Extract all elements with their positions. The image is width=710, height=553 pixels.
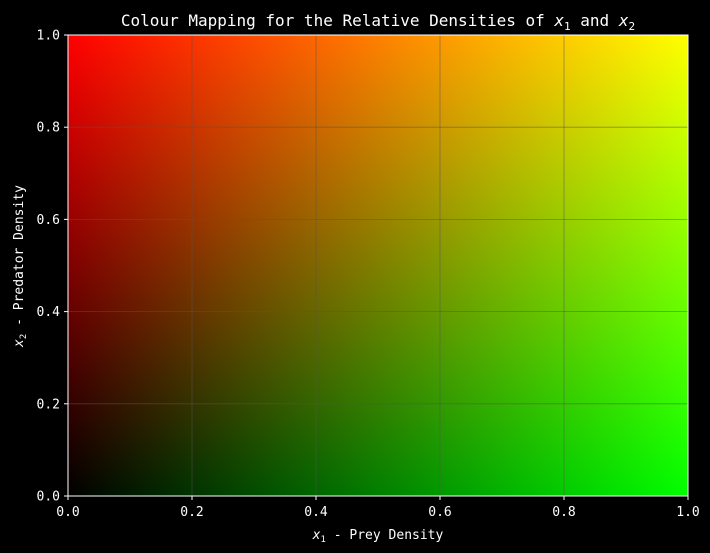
x-tick-label: 1.0 xyxy=(676,505,699,520)
y-tick-label: 0.8 xyxy=(37,121,60,136)
x-tick-label: 0.6 xyxy=(428,505,451,520)
y-axis-label: x2 - Predator Density xyxy=(12,185,29,348)
color-field xyxy=(68,35,688,496)
y-axis-ticks: 0.0 0.2 0.4 0.6 0.8 1.0 xyxy=(37,29,68,505)
y-tick-label: 0.6 xyxy=(37,213,60,228)
plot-frame xyxy=(67,34,689,497)
grid-lines xyxy=(67,34,689,497)
x-axis-label: x1 - Prey Density xyxy=(312,528,444,545)
x-axis-ticks: 0.0 0.2 0.4 0.6 0.8 1.0 xyxy=(56,496,700,520)
x-tick-label: 0.2 xyxy=(180,505,203,520)
x-tick-label: 0.0 xyxy=(56,505,79,520)
x-tick-label: 0.8 xyxy=(552,505,575,520)
red-gradient-layer xyxy=(68,35,688,496)
y-tick-label: 0.4 xyxy=(37,305,61,320)
x-tick-label: 0.4 xyxy=(304,505,328,520)
y-tick-label: 0.0 xyxy=(37,490,60,505)
chart-title: Colour Mapping for the Relative Densitie… xyxy=(121,11,635,33)
y-tick-label: 1.0 xyxy=(37,29,60,44)
y-tick-label: 0.2 xyxy=(37,397,60,412)
